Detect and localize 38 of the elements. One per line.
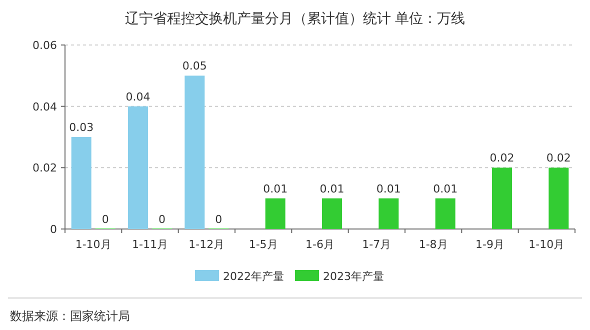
x-tick-label: 1-11月	[132, 238, 168, 251]
data-label: 0.05	[182, 60, 207, 73]
bar	[71, 137, 92, 229]
data-label: 0.02	[490, 152, 514, 165]
bar	[435, 198, 456, 229]
data-label: 0	[215, 213, 222, 226]
x-tick-label: 1-8月	[418, 238, 448, 251]
y-tick-label: 0.02	[32, 162, 57, 175]
bar	[265, 198, 286, 229]
bar	[322, 198, 342, 229]
data-label: 0	[102, 213, 109, 226]
data-label: 0.03	[69, 121, 94, 134]
data-label: 0	[158, 213, 166, 226]
data-label: 0.02	[546, 152, 571, 165]
bar	[548, 168, 569, 229]
x-tick-label: 1-10月	[75, 238, 112, 251]
data-label: 0.01	[320, 182, 344, 196]
x-tick-label: 1-6月	[306, 238, 334, 251]
y-tick-label: 0.04	[32, 100, 57, 114]
x-tick-label: 1-12月	[188, 238, 225, 251]
data-label: 0.01	[263, 182, 288, 196]
legend-label: 2023年产量	[323, 270, 384, 283]
x-tick-label: 1-9月	[476, 238, 504, 251]
y-tick-label: 0.06	[32, 39, 57, 52]
data-label: 0.01	[433, 182, 458, 196]
source-note: 数据来源：国家统计局	[10, 309, 130, 323]
data-label: 0.01	[376, 182, 401, 196]
x-tick-label: 1-10月	[528, 238, 565, 251]
y-tick-label: 0	[50, 223, 57, 236]
x-tick-label: 1-7月	[362, 238, 392, 251]
bar	[492, 168, 512, 229]
bar	[184, 76, 205, 229]
x-tick-label: 1-5月	[248, 238, 278, 251]
legend-label: 2022年产量	[223, 270, 284, 283]
bar	[378, 198, 399, 229]
data-label: 0.04	[126, 90, 150, 104]
chart-title: 辽宁省程控交换机产量分月（累计值）统计 单位：万线	[124, 11, 466, 27]
bar	[128, 106, 148, 229]
